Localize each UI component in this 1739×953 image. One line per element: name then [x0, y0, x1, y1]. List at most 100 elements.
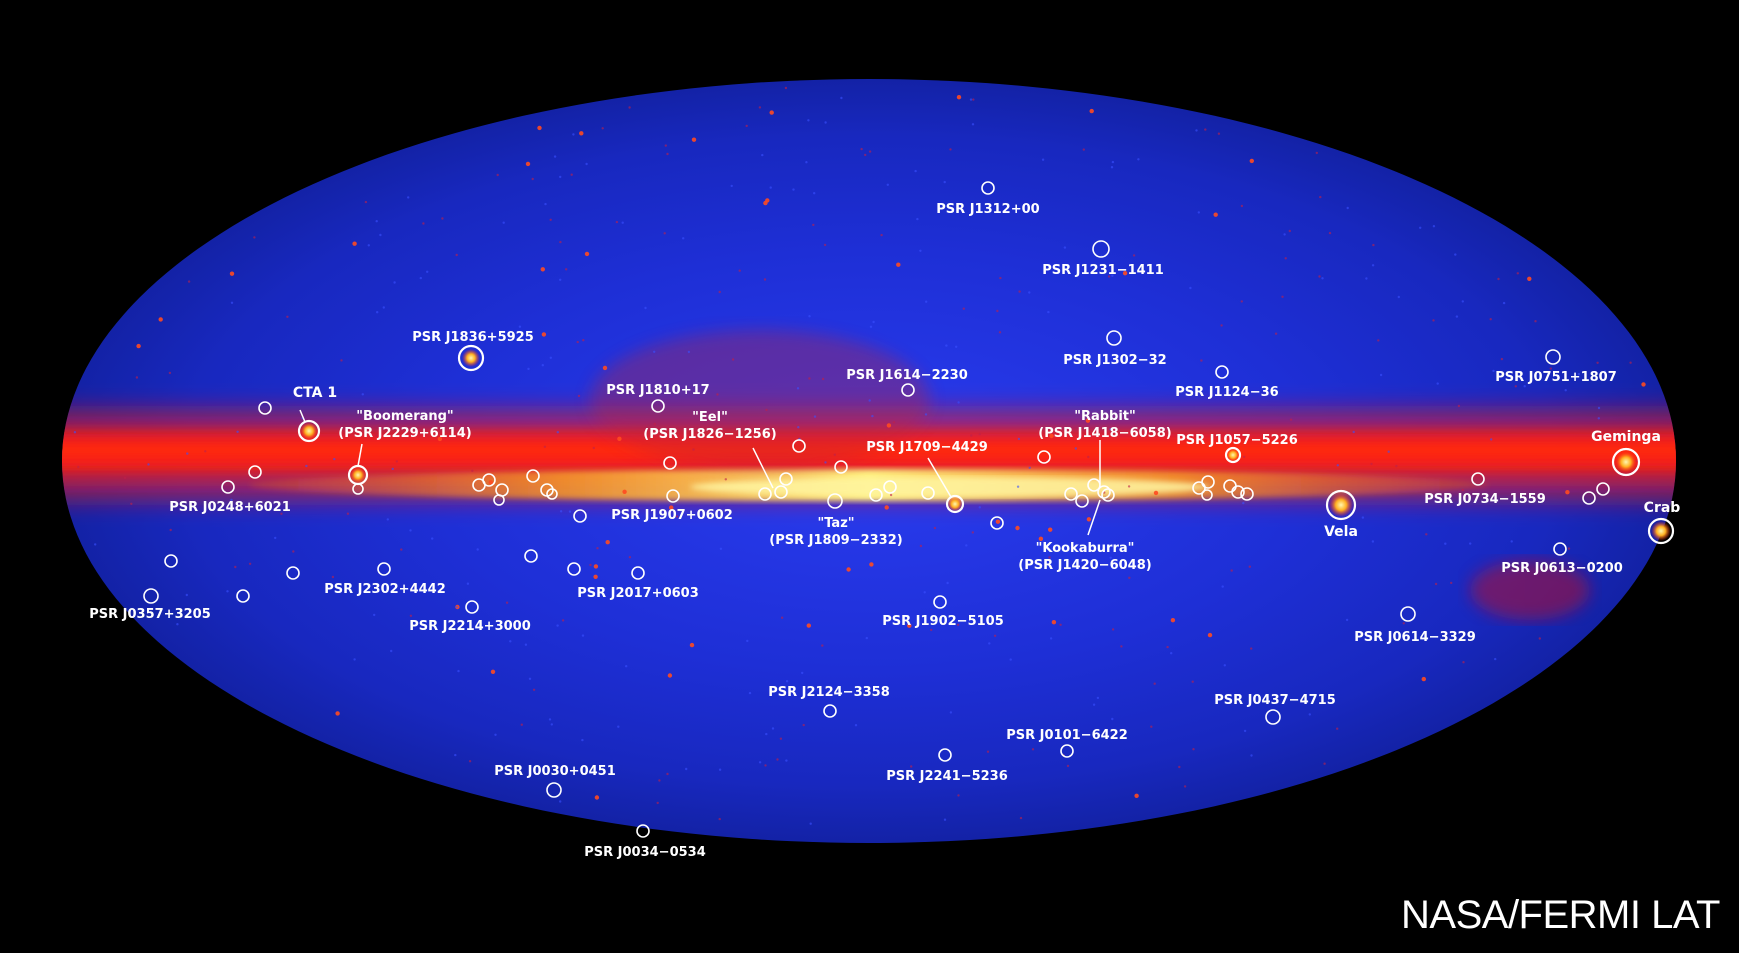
speckle	[1489, 318, 1492, 321]
speckle	[923, 591, 926, 594]
ring-j1907	[666, 489, 680, 503]
speckle	[185, 593, 188, 597]
speckle	[955, 345, 958, 348]
speckle	[1490, 438, 1493, 441]
speckle	[761, 153, 764, 157]
speckle	[919, 249, 922, 252]
speckle	[806, 623, 811, 628]
speckle	[592, 446, 595, 450]
speckle	[1213, 212, 1218, 217]
speckle	[1379, 373, 1383, 377]
leader-eel	[752, 447, 774, 489]
ring-j1709	[945, 494, 965, 514]
speckle	[532, 688, 536, 691]
speckle	[785, 680, 789, 683]
speckle	[395, 460, 398, 463]
ring-j0613	[1553, 542, 1567, 556]
speckle	[490, 669, 496, 674]
speckle	[1444, 542, 1447, 545]
speckle	[716, 393, 719, 396]
speckle	[1230, 569, 1233, 572]
speckle	[869, 325, 873, 328]
label-kookaburra-psr: (PSR J1420−6048)	[1018, 558, 1151, 573]
speckle	[949, 148, 952, 151]
speckle	[94, 543, 97, 546]
speckle	[805, 161, 808, 164]
speckle	[1289, 418, 1293, 421]
speckle	[1109, 428, 1112, 431]
speckle	[605, 540, 610, 545]
speckle	[1336, 464, 1340, 467]
speckle	[550, 723, 553, 726]
speckle	[1432, 225, 1436, 228]
bright-sources	[300, 349, 1671, 541]
speckle	[1597, 406, 1601, 410]
speckle	[821, 377, 825, 381]
speckle	[813, 415, 817, 418]
speckle	[1371, 540, 1375, 543]
speckle	[796, 387, 800, 390]
ring-j1124	[1215, 365, 1229, 379]
ring-extra-2	[248, 465, 262, 479]
image-credit: NASA/FERMI LAT	[1401, 893, 1720, 937]
ring-j1312	[981, 181, 995, 195]
speckle	[559, 800, 562, 803]
speckle	[653, 422, 656, 426]
speckle	[765, 408, 768, 412]
speckle	[1074, 447, 1078, 450]
speckle	[765, 732, 768, 736]
speckle	[972, 98, 975, 101]
speckle	[959, 370, 962, 373]
ring-eel-2	[774, 485, 788, 499]
speckle	[785, 759, 788, 762]
speckle	[970, 434, 973, 437]
speckle	[541, 332, 547, 337]
ring-cluster-c6	[1240, 487, 1254, 501]
speckle	[1059, 623, 1062, 626]
speckle	[801, 671, 804, 675]
label-rabbit-psr: (PSR J1418−6058)	[1038, 426, 1171, 441]
speckle	[846, 567, 851, 572]
speckle	[718, 290, 721, 294]
speckle	[386, 518, 389, 521]
speckle	[1028, 291, 1031, 294]
speckle	[956, 623, 960, 626]
speckle	[868, 150, 872, 153]
speckle	[764, 764, 767, 767]
ring-j1810	[651, 399, 665, 413]
ring-j1302	[1106, 330, 1122, 346]
label-eel-psr: (PSR J1826−1256)	[643, 427, 776, 442]
speckle	[1567, 547, 1571, 550]
speckle	[1457, 404, 1461, 408]
speckle	[1096, 696, 1100, 700]
speckle	[965, 544, 968, 547]
speckle	[765, 198, 770, 203]
speckle	[656, 801, 659, 805]
speckle	[869, 562, 874, 567]
speckle	[589, 563, 592, 567]
speckle	[1308, 713, 1312, 716]
speckle	[617, 436, 622, 441]
speckle	[1419, 226, 1422, 229]
ring-cluster-a2	[482, 473, 496, 487]
speckle	[663, 232, 666, 235]
speckle	[769, 110, 774, 115]
speckle	[823, 243, 827, 247]
speckle	[540, 267, 545, 272]
speckle	[352, 241, 357, 246]
leader-cta1	[299, 409, 306, 423]
speckle	[518, 325, 522, 328]
speckle	[509, 640, 512, 643]
ring-j2017	[631, 566, 645, 580]
speckle	[1127, 485, 1131, 488]
speckle	[971, 123, 975, 126]
speckle	[409, 614, 413, 617]
label-j0030: PSR J0030+0451	[494, 764, 616, 779]
speckle	[361, 393, 364, 396]
speckle	[581, 634, 585, 637]
speckle	[1421, 676, 1427, 682]
speckle	[572, 133, 575, 136]
speckle	[391, 467, 394, 471]
speckle	[1402, 622, 1406, 625]
